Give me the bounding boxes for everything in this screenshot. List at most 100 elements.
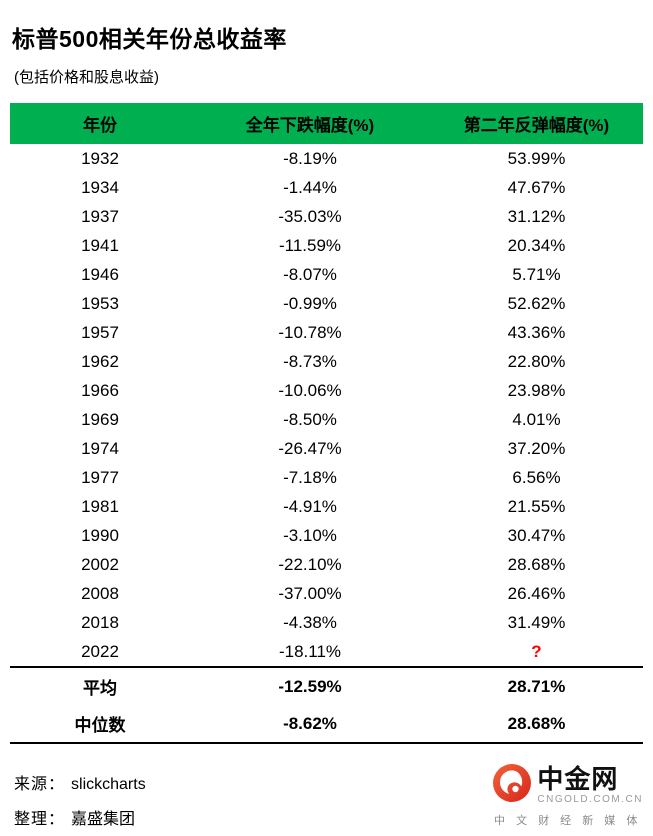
source-line: 来源： slickcharts	[14, 770, 643, 794]
cell-decline: -22.10%	[278, 554, 342, 574]
cell-decline: -8.73%	[283, 351, 337, 371]
cell-year: 1990	[81, 525, 119, 545]
cell-rebound: 23.98%	[507, 380, 566, 400]
cell-decline: -8.62%	[283, 713, 337, 733]
cell-rebound: 20.34%	[507, 235, 566, 255]
table-row: 1953 -0.99% 52.62%	[10, 289, 643, 318]
table-row-summary: 中位数 -8.62% 28.68%	[10, 705, 643, 743]
cell-year: 2018	[81, 612, 119, 632]
cell-decline: -35.03%	[278, 206, 342, 226]
cell-rebound: 21.55%	[507, 496, 566, 516]
table-body: 1932 -8.19% 53.99% 1934 -1.44% 47.67% 1937 -35.…	[10, 144, 643, 667]
cell-year: 1974	[81, 438, 119, 458]
returns-table: 年份 全年下跌幅度(%) 第二年反弹幅度(%) 1932 -8.19% 53.99%…	[10, 103, 643, 744]
source-value: slickcharts	[71, 776, 146, 793]
table-row: 1937 -35.03% 31.12%	[10, 202, 643, 231]
cell-decline: -10.78%	[278, 322, 342, 342]
col-header-decline: 全年下跌幅度(%)	[190, 103, 430, 144]
table-row: 1981 -4.91% 21.55%	[10, 492, 643, 521]
cell-decline: -0.99%	[283, 293, 337, 313]
cell-decline: -8.19%	[283, 148, 337, 168]
cell-rebound: 30.47%	[507, 525, 566, 545]
cell-rebound: 53.99%	[507, 148, 566, 168]
table-header-row: 年份 全年下跌幅度(%) 第二年反弹幅度(%)	[10, 103, 643, 144]
cell-rebound: 4.01%	[512, 409, 561, 429]
page-subtitle: (包括价格和股息收益)	[14, 69, 159, 86]
cell-rebound: 26.46%	[507, 583, 566, 603]
table-row: 1941 -11.59% 20.34%	[10, 231, 643, 260]
table-row: 1946 -8.07% 5.71%	[10, 260, 643, 289]
cell-decline: -4.91%	[283, 496, 337, 516]
cell-rebound: 52.62%	[507, 293, 566, 313]
cell-rebound: 6.56%	[512, 467, 561, 487]
cell-year: 1934	[81, 177, 119, 197]
cell-decline: -7.18%	[283, 467, 337, 487]
table-row: 2022 -18.11%?	[10, 637, 643, 667]
cell-year: 1937	[81, 206, 119, 226]
cell-decline: -8.50%	[283, 409, 337, 429]
cell-decline: -1.44%	[283, 177, 337, 197]
table-summary: 平均 -12.59% 28.71% 中位数 -8.62% 28.68%	[10, 667, 643, 743]
cell-rebound: 22.80%	[507, 351, 566, 371]
compiler-value: 嘉盛集团	[71, 811, 136, 828]
footer: 来源： slickcharts 整理： 嘉盛集团	[14, 770, 643, 829]
cell-decline: -37.00%	[278, 583, 342, 603]
col-header-rebound: 第二年反弹幅度(%)	[430, 103, 643, 144]
table-row-summary: 平均 -12.59% 28.71%	[10, 667, 643, 705]
cell-rebound: 43.36%	[507, 322, 566, 342]
cell-decline: -10.06%	[278, 380, 342, 400]
cell-year: 1946	[81, 264, 119, 284]
cell-decline: -12.59%	[278, 676, 342, 696]
cell-rebound: 28.68%	[507, 554, 566, 574]
table-row: 1974 -26.47% 37.20%	[10, 434, 643, 463]
cell-rebound: 5.71%	[512, 264, 561, 284]
cell-rebound: ?	[531, 641, 542, 661]
cngold-logo: 中金网 CNGOLD.COM.CN 中 文 财 经 新 媒 体	[492, 763, 643, 828]
cell-rebound: 47.67%	[507, 177, 566, 197]
cell-label: 中位数	[74, 716, 126, 735]
cell-year: 2022	[81, 641, 119, 661]
cell-decline: -4.38%	[283, 612, 337, 632]
logo-domain: CNGOLD.COM.CN	[537, 794, 643, 806]
cell-decline: -3.10%	[283, 525, 337, 545]
cell-label: 平均	[83, 679, 117, 698]
cell-decline: -8.07%	[283, 264, 337, 284]
cell-year: 1962	[81, 351, 119, 371]
compiler-line: 整理： 嘉盛集团	[14, 805, 643, 829]
cell-rebound: 37.20%	[507, 438, 566, 458]
cell-year: 1969	[81, 409, 119, 429]
cell-year: 1941	[81, 235, 119, 255]
cell-decline: -18.11%	[278, 641, 342, 661]
cngold-logo-icon	[492, 763, 532, 808]
cell-decline: -26.47%	[278, 438, 342, 458]
page-title: 标普500相关年份总收益率	[12, 26, 287, 52]
table-row: 1977 -7.18% 6.56%	[10, 463, 643, 492]
col-header-year: 年份	[10, 103, 190, 144]
table-row: 1932 -8.19% 53.99%	[10, 144, 643, 173]
cell-year: 1977	[81, 467, 119, 487]
cell-year: 2008	[81, 583, 119, 603]
cell-year: 1932	[81, 148, 119, 168]
cell-decline: -11.59%	[278, 235, 342, 255]
cell-year: 1953	[81, 293, 119, 313]
table-row: 1934 -1.44% 47.67%	[10, 173, 643, 202]
compiler-label: 整理：	[14, 811, 66, 828]
cell-rebound: 31.49%	[507, 612, 566, 632]
logo-tagline: 中 文 财 经 新 媒 体	[494, 815, 642, 827]
table-row: 1966 -10.06% 23.98%	[10, 376, 643, 405]
table-row: 2008 -37.00% 26.46%	[10, 579, 643, 608]
cell-rebound: 28.68%	[507, 713, 566, 733]
table-row: 1969 -8.50% 4.01%	[10, 405, 643, 434]
logo-name: 中金网	[537, 763, 619, 794]
cell-year: 1981	[81, 496, 119, 516]
table-row: 2002 -22.10% 28.68%	[10, 550, 643, 579]
source-label: 来源：	[14, 776, 66, 793]
cell-rebound: 31.12%	[507, 206, 566, 226]
table-row: 1957 -10.78% 43.36%	[10, 318, 643, 347]
cell-rebound: 28.71%	[507, 676, 566, 696]
cell-year: 2002	[81, 554, 119, 574]
cell-year: 1957	[81, 322, 119, 342]
table-row: 1990 -3.10% 30.47%	[10, 521, 643, 550]
table-row: 1962 -8.73% 22.80%	[10, 347, 643, 376]
